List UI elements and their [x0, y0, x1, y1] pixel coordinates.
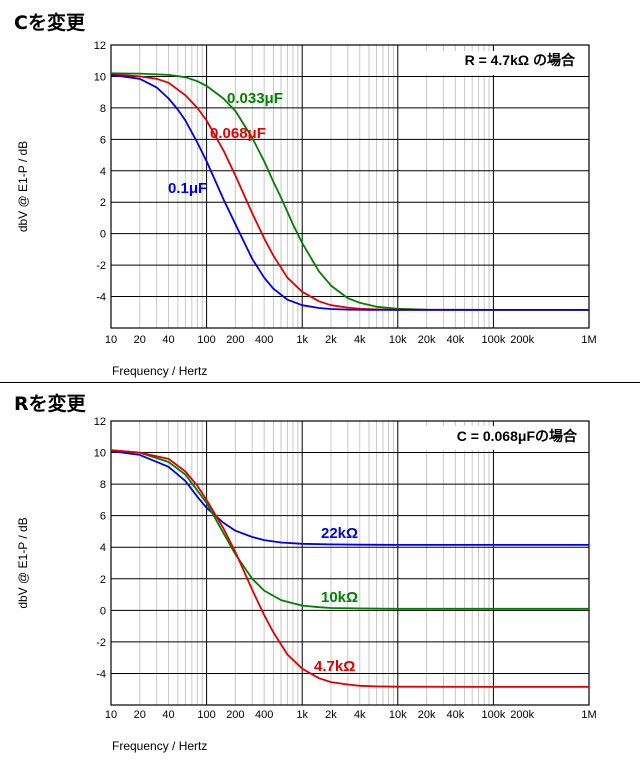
y-tick-label: 0 — [100, 605, 106, 617]
x-tick-label: 100k — [481, 334, 505, 346]
series-label: 0.1μF — [168, 180, 207, 197]
section-title-c: Cを変更 — [14, 12, 85, 34]
x-tick-label: 100 — [197, 709, 215, 721]
y-tick-label: 10 — [94, 71, 106, 83]
x-tick-label: 1M — [581, 709, 596, 721]
y-tick-label: 8 — [100, 479, 106, 491]
y-tick-label: 4 — [100, 166, 106, 178]
x-tick-label: 400 — [255, 334, 273, 346]
x-tick-label: 20 — [134, 334, 146, 346]
x-tick-label: 200k — [510, 709, 534, 721]
series-label: 4.7kΩ — [314, 658, 355, 675]
x-tick-label: 10k — [389, 334, 407, 346]
note-box — [424, 51, 586, 75]
y-tick-label: 0 — [100, 229, 106, 241]
y-tick-label: -2 — [96, 260, 106, 272]
series-label: 10kΩ — [321, 589, 358, 606]
x-tick-label: 40 — [162, 709, 174, 721]
y-tick-label: 10 — [94, 448, 106, 460]
y-axis-label: dbV @ E1-P / dB — [16, 141, 30, 232]
x-tick-label: 10 — [105, 334, 117, 346]
y-tick-label: 4 — [100, 542, 106, 554]
x-axis-label: Frequency / Hertz — [112, 364, 207, 378]
chart-note: C = 0.068μFの場合 — [457, 428, 578, 444]
y-tick-label: -2 — [96, 637, 106, 649]
x-tick-label: 20k — [418, 334, 436, 346]
note-box — [419, 426, 585, 450]
x-tick-label: 1k — [296, 334, 308, 346]
x-tick-label: 1M — [581, 334, 596, 346]
y-tick-label: -4 — [96, 292, 106, 304]
x-tick-label: 100 — [197, 334, 215, 346]
series-line — [110, 450, 589, 546]
plot-frame — [110, 420, 590, 706]
chart-note: R = 4.7kΩ の場合 — [465, 52, 576, 68]
x-tick-label: 40k — [446, 334, 464, 346]
x-tick-label: 20 — [134, 709, 146, 721]
x-tick-label: 2k — [325, 334, 337, 346]
series-line — [110, 449, 589, 688]
plot-area — [111, 421, 589, 705]
x-axis-label: Frequency / Hertz — [112, 739, 207, 753]
plot-area — [111, 45, 589, 328]
y-tick-label: 6 — [100, 134, 106, 146]
x-tick-label: 400 — [255, 709, 273, 721]
x-tick-label: 2k — [325, 709, 337, 721]
x-tick-label: 200 — [226, 709, 244, 721]
y-tick-label: 8 — [100, 103, 106, 115]
series-label: 0.068μF — [210, 125, 266, 142]
section-title-r: Rを変更 — [14, 393, 86, 415]
x-tick-label: 40 — [162, 334, 174, 346]
y-tick-label: 2 — [100, 197, 106, 209]
x-tick-label: 100k — [481, 709, 505, 721]
x-tick-label: 20k — [418, 709, 436, 721]
y-tick-label: 2 — [100, 574, 106, 586]
y-tick-label: 12 — [94, 416, 106, 428]
x-tick-label: 4k — [354, 334, 366, 346]
series-line — [110, 449, 589, 610]
x-tick-label: 40k — [446, 709, 464, 721]
series-line — [110, 74, 589, 311]
x-tick-label: 200k — [510, 334, 534, 346]
x-tick-label: 4k — [354, 709, 366, 721]
x-tick-label: 1k — [296, 709, 308, 721]
y-tick-label: -4 — [96, 668, 106, 680]
section-divider — [0, 382, 640, 383]
x-tick-label: 200 — [226, 334, 244, 346]
y-tick-label: 12 — [94, 40, 106, 52]
y-axis-label: dbV @ E1-P / dB — [16, 517, 30, 608]
x-tick-label: 10 — [105, 709, 117, 721]
y-tick-label: 6 — [100, 511, 106, 523]
x-tick-label: 10k — [389, 709, 407, 721]
plot-frame — [110, 44, 590, 329]
series-line — [110, 72, 589, 311]
series-label: 0.033μF — [227, 90, 283, 107]
series-label: 22kΩ — [321, 525, 358, 542]
